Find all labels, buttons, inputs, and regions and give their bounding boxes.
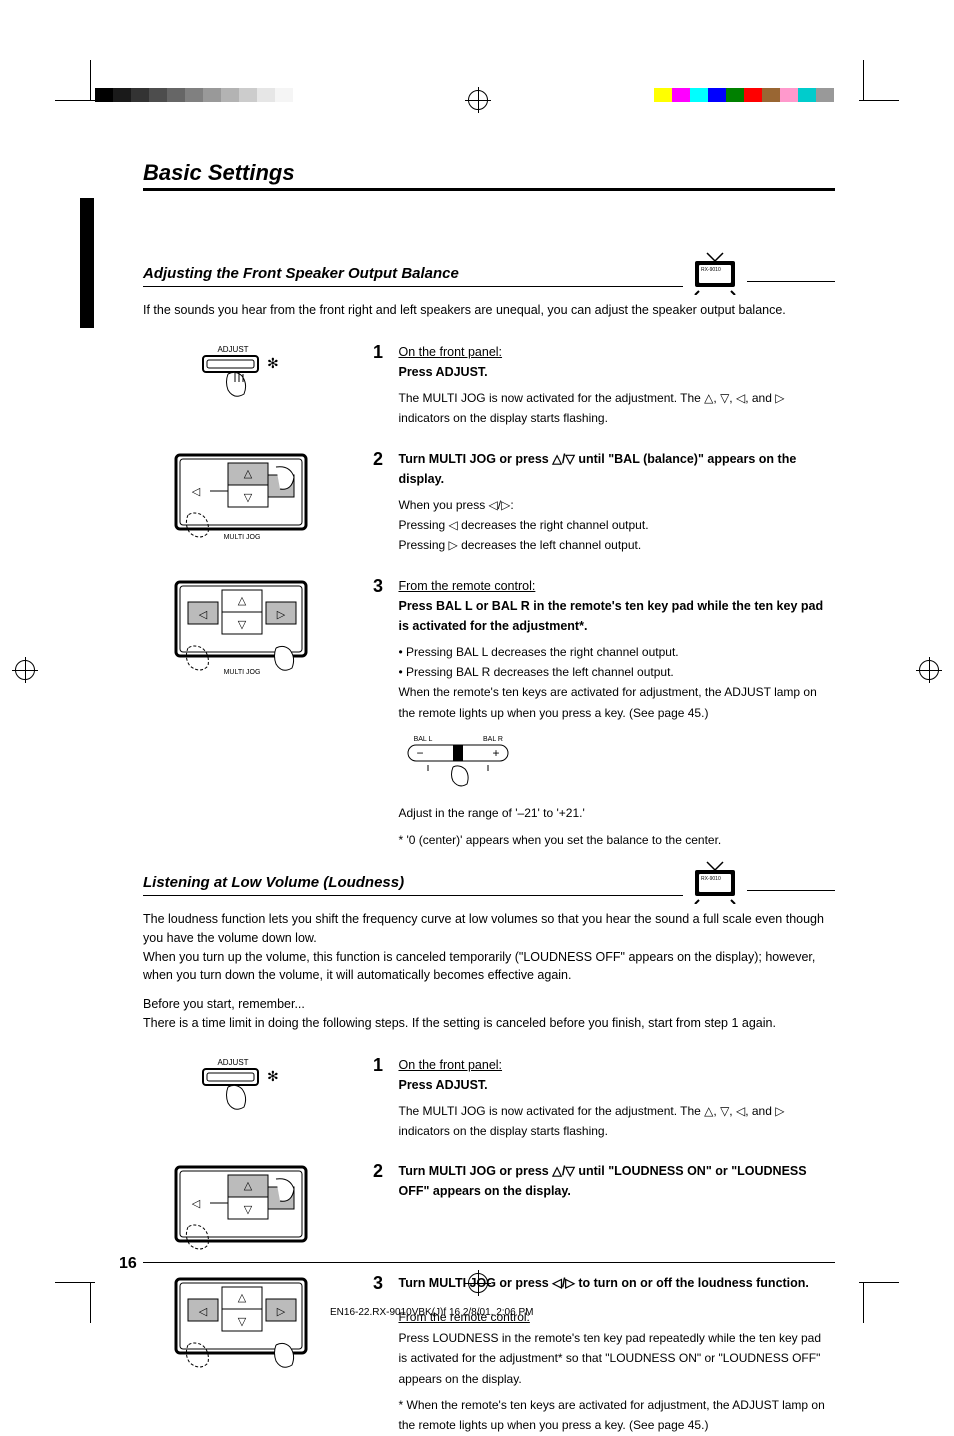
svg-text:+: +: [493, 746, 500, 760]
balance-slider-icon: BAL L BAL R − +: [398, 731, 518, 791]
svg-text:▽: ▽: [244, 1204, 253, 1216]
svg-text:▷: ▷: [277, 609, 286, 621]
svg-text:◁: ◁: [192, 486, 201, 498]
svg-text:✻: ✻: [267, 1068, 279, 1084]
b-step1-head: On the front panel:: [398, 1058, 502, 1072]
b-remote-text: Press LOUDNESS in the remote's ten key p…: [398, 1331, 821, 1386]
svg-text:◁: ◁: [199, 609, 208, 621]
illus-jog-b3: △ ▽ ◁ ▷: [143, 1273, 343, 1435]
step2-text: Turn MULTI JOG or press △/▽ until "BAL (…: [398, 452, 796, 486]
svg-text:✻: ✻: [267, 355, 279, 371]
svg-text:▽: ▽: [244, 492, 253, 504]
svg-text:△: △: [238, 595, 247, 607]
page-number: 16: [119, 1255, 137, 1273]
svg-text:▷: ▷: [277, 1306, 286, 1318]
svg-text:△: △: [244, 1180, 253, 1192]
svg-text:△: △: [238, 1292, 247, 1304]
svg-text:◁: ◁: [199, 1306, 208, 1318]
illus-jog-b2: △ ▽ ◁: [143, 1161, 343, 1253]
svg-text:ADJUST: ADJUST: [217, 345, 248, 354]
intro-a: If the sounds you hear from the front ri…: [143, 301, 833, 320]
illus-jog-2: △ ▽ ◁ MULTI JOG: [143, 449, 343, 556]
step1-text: Press ADJUST.: [398, 365, 487, 379]
svg-text:−: −: [417, 746, 424, 760]
svg-text:▽: ▽: [238, 1316, 247, 1328]
subhead-loudness: Listening at Low Volume (Loudness): [143, 874, 683, 896]
step-num: 2: [373, 449, 395, 470]
step1-head: On the front panel:: [398, 345, 502, 359]
center-note: * '0 (center)' appears when you set the …: [398, 830, 828, 850]
step2-note: When you press ◁/▷: Pressing ◁ decreases…: [398, 495, 828, 556]
b-step1-text: Press ADJUST.: [398, 1078, 487, 1092]
step3-text: Press BAL L or BAL R in the remote's ten…: [398, 599, 823, 633]
step1-note: The MULTI JOG is now activated for the a…: [398, 388, 828, 429]
slider-label: Adjust in the range of '–21' to '+21.': [398, 803, 828, 823]
svg-text:△: △: [244, 468, 253, 480]
illus-jog-3: △ ▽ ◁ ▷ MULTI JOG: [143, 576, 343, 850]
svg-text:RX-9010: RX-9010: [701, 267, 721, 273]
svg-text:MULTI JOG: MULTI JOG: [224, 669, 261, 676]
tv-icon: RX-9010: [689, 251, 741, 295]
svg-text:RX-9010: RX-9010: [701, 876, 721, 882]
step-num: 1: [373, 1055, 395, 1076]
svg-text:ADJUST: ADJUST: [217, 1058, 248, 1067]
b-step1-note: The MULTI JOG is now activated for the a…: [398, 1101, 828, 1142]
svg-text:◁: ◁: [192, 1198, 201, 1210]
file-stamp: EN16-22.RX-9010VBK(J)f 16 2/8/01, 2:06 P…: [330, 1307, 533, 1318]
intro-b: The loudness function lets you shift the…: [143, 910, 833, 985]
step-num: 3: [373, 576, 395, 597]
b-step2-text: Turn MULTI JOG or press △/▽ until "LOUDN…: [398, 1164, 806, 1198]
step3-note: • Pressing BAL L decreases the right cha…: [398, 642, 828, 724]
tv-icon: RX-9010: [689, 860, 741, 904]
subhead-balance: Adjusting the Front Speaker Output Balan…: [143, 265, 683, 287]
rule: [143, 188, 835, 191]
b-step3-text: Turn MULTI JOG or press ◁/▷ to turn on o…: [398, 1276, 808, 1290]
svg-text:BAL L: BAL L: [414, 736, 433, 743]
step-num: 2: [373, 1161, 395, 1182]
svg-text:BAL R: BAL R: [483, 736, 503, 743]
illus-adjust-b1: ADJUST ✻: [143, 1055, 343, 1142]
illus-adjust-1: ADJUST ✻: [143, 342, 343, 429]
section-title: Basic Settings: [143, 160, 835, 186]
remote-note-b: Before you start, remember... There is a…: [143, 995, 833, 1033]
step-num: 3: [373, 1273, 395, 1294]
svg-text:MULTI JOG: MULTI JOG: [224, 534, 261, 541]
svg-text:▽: ▽: [238, 619, 247, 631]
step-num: 1: [373, 342, 395, 363]
b-remote-note: * When the remote's ten keys are activat…: [398, 1395, 828, 1436]
step3-head: From the remote control:: [398, 579, 535, 593]
